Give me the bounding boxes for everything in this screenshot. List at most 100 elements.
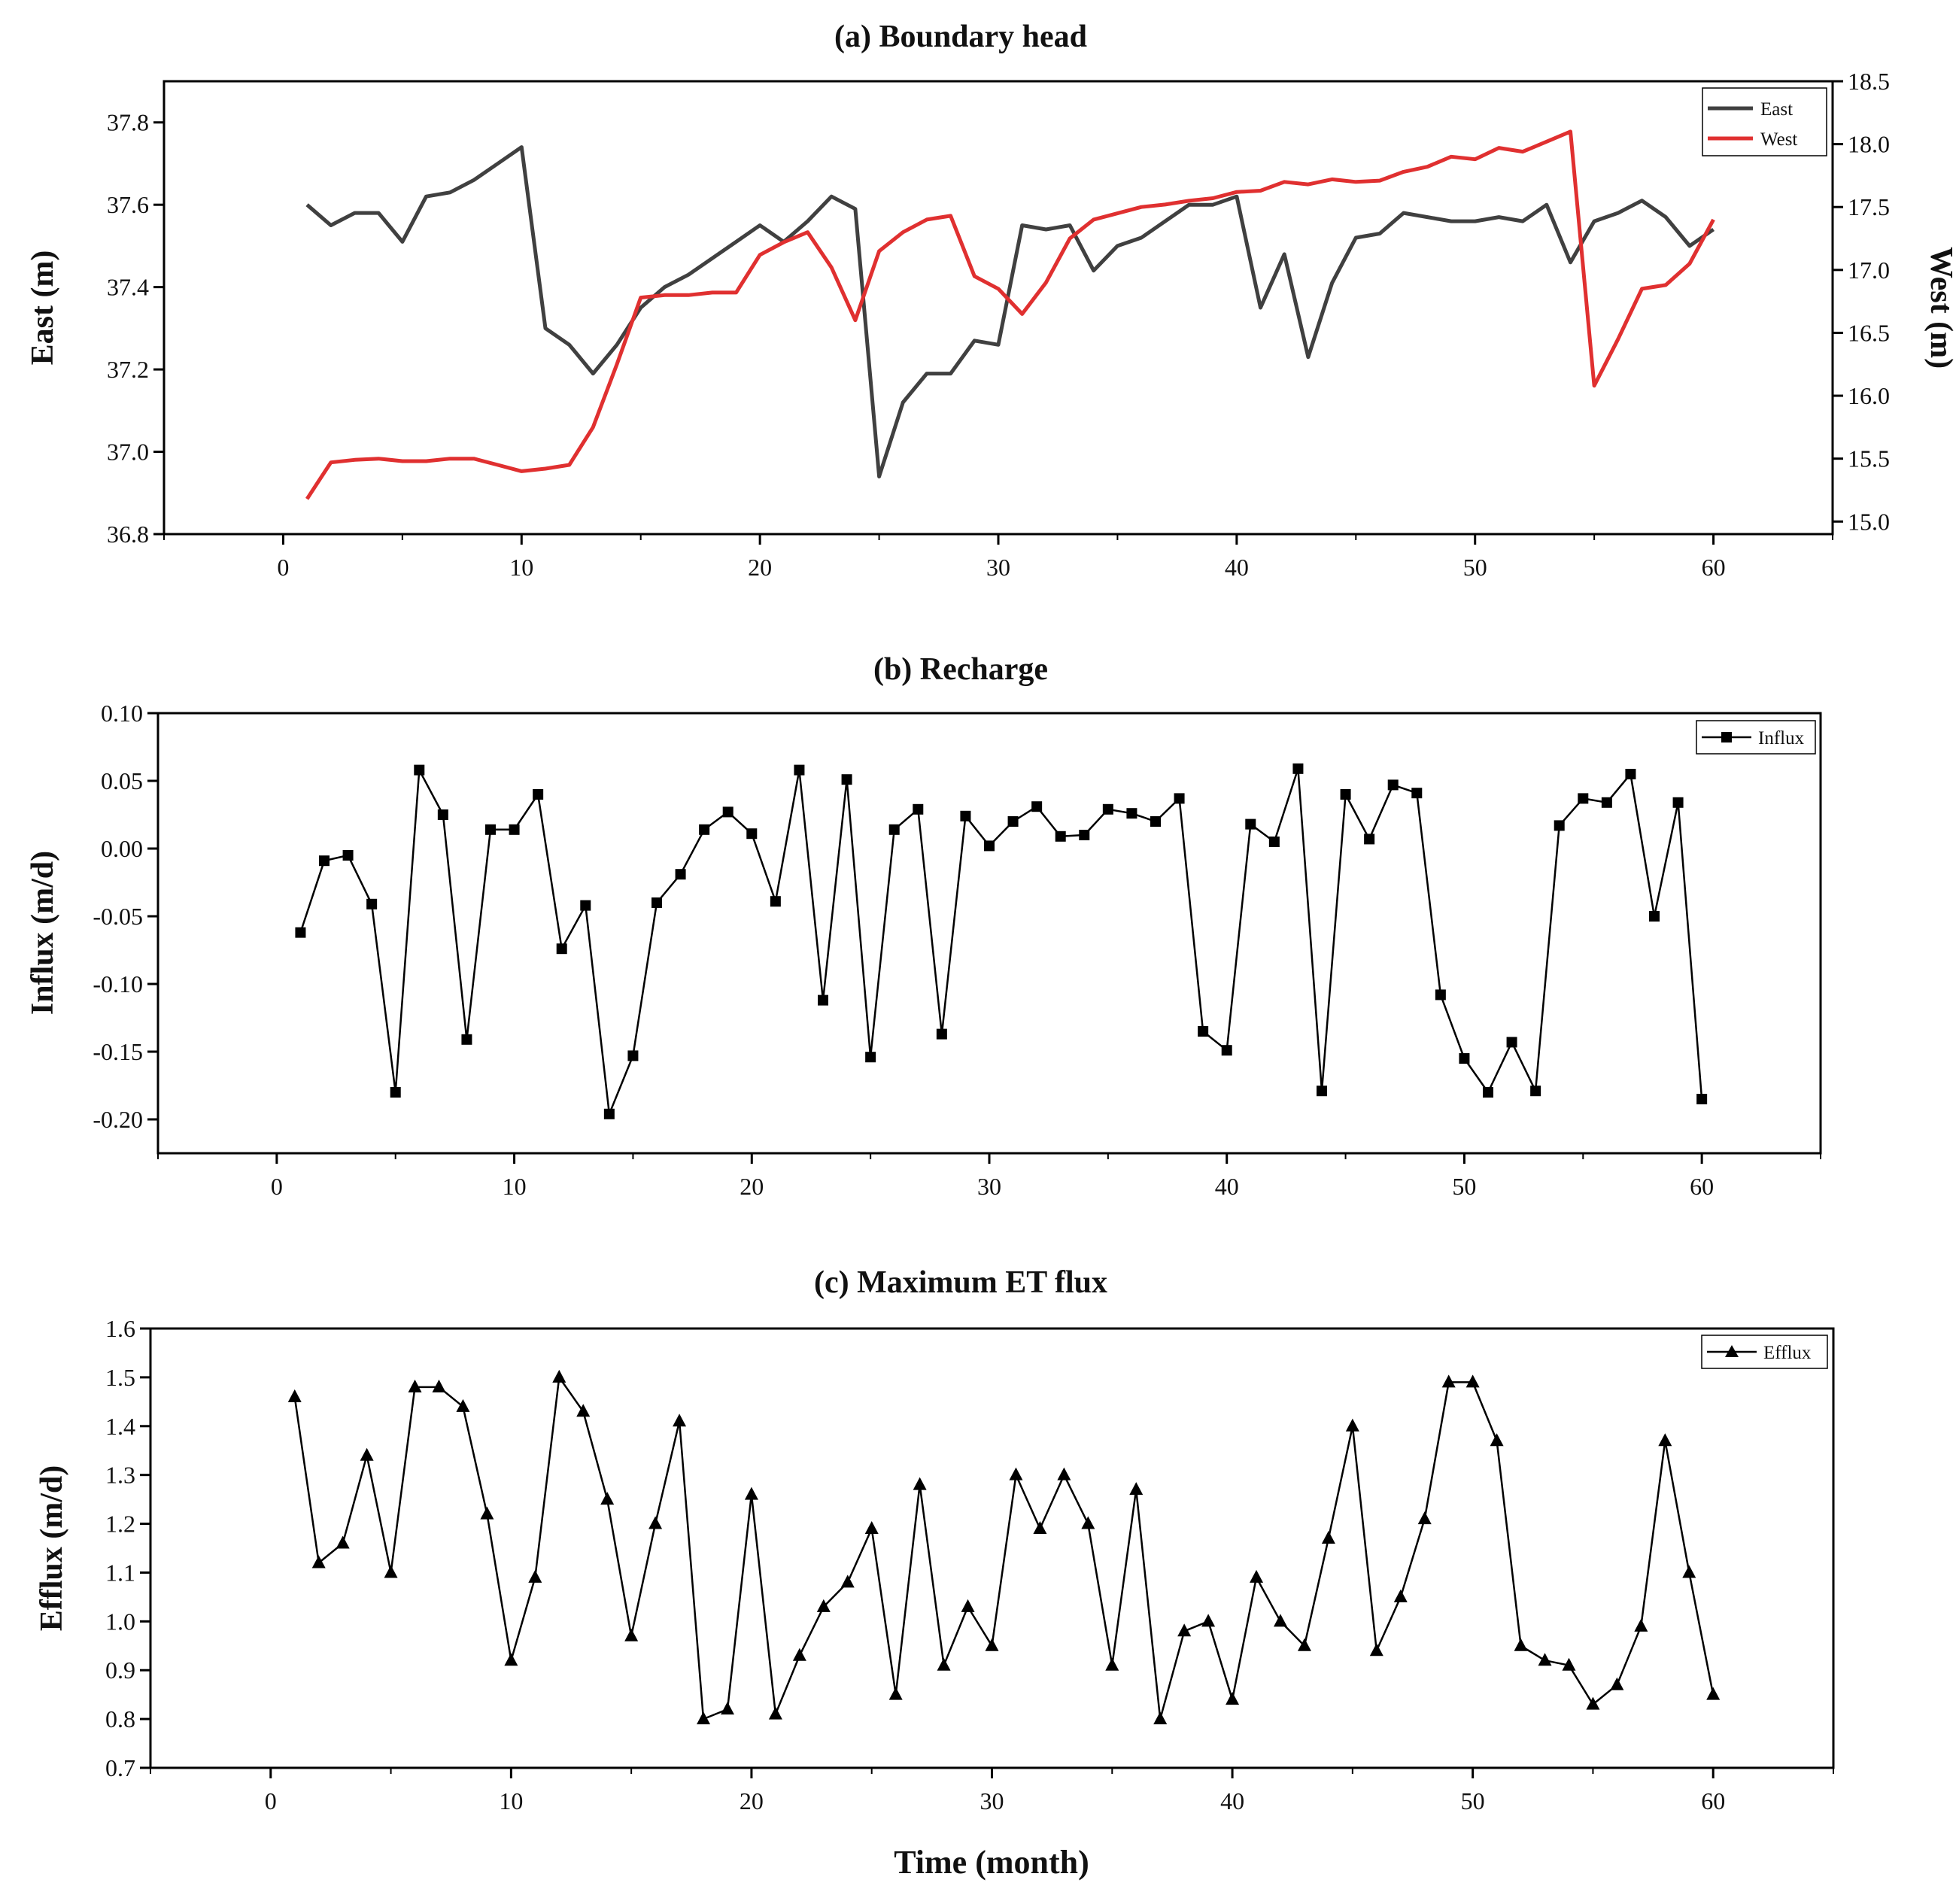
x-axis-label: Time (month) <box>894 1844 1089 1881</box>
y-tick-label: 1.2 <box>105 1511 135 1538</box>
x-axis: 0 10 20 30 40 50 60 <box>150 1768 1834 1814</box>
data-point <box>648 1516 663 1529</box>
x-axis: 0 10 20 30 40 50 60 <box>157 1153 1821 1200</box>
data-point <box>1387 779 1399 791</box>
data-point <box>770 896 781 907</box>
legend-label-influx: Influx <box>1758 728 1805 749</box>
data-point <box>384 1565 398 1578</box>
y-tick-label: -0.20 <box>93 1106 143 1133</box>
data-point <box>1102 803 1113 815</box>
data-point <box>1530 1086 1541 1097</box>
data-point <box>1317 1086 1327 1097</box>
x-tick-label: 30 <box>980 1787 1004 1814</box>
data-point <box>794 764 805 776</box>
data-point <box>311 1555 326 1568</box>
data-point <box>1490 1433 1504 1447</box>
data-point <box>1562 1657 1576 1671</box>
y-tick-label: 1.4 <box>105 1413 135 1440</box>
data-point <box>699 824 710 835</box>
x-tick-label: 60 <box>1702 554 1726 581</box>
data-point <box>627 1050 639 1061</box>
y-tick-label: 0.7 <box>105 1754 135 1781</box>
y-tick-label-right: 16.0 <box>1848 382 1890 409</box>
y-tick-label: -0.10 <box>93 970 143 998</box>
y-tick-label-right: 18.0 <box>1848 131 1890 158</box>
data-point <box>360 1447 374 1461</box>
panel-maximum-et-flux: (c) Maximum ET flux 0 10 20 30 40 50 60 0.7 0.8… <box>35 1265 1835 1881</box>
data-point <box>576 1404 591 1417</box>
data-point <box>651 897 662 908</box>
data-point <box>697 1711 711 1725</box>
x-tick-label: 30 <box>977 1173 1001 1200</box>
data-point <box>528 1569 542 1583</box>
x-tick-label: 40 <box>1220 1787 1244 1814</box>
data-point <box>319 855 330 867</box>
data-point <box>961 1599 975 1612</box>
data-point <box>1554 820 1565 831</box>
data-point <box>1201 1614 1216 1627</box>
y-axis-left: 0.7 0.8 0.9 1.0 1.1 1.2 1.3 1.4 1.5 1.6 <box>105 1315 150 1781</box>
data-point <box>960 810 971 821</box>
y-tick-label: 1.1 <box>105 1559 135 1586</box>
data-point <box>1174 793 1185 804</box>
data-point <box>1150 816 1161 827</box>
x-tick-label: 20 <box>740 1787 764 1814</box>
data-point <box>509 824 520 835</box>
data-point <box>437 809 448 820</box>
data-point <box>792 1647 806 1661</box>
data-point <box>816 1599 831 1612</box>
data-point <box>888 1687 903 1700</box>
data-point <box>1514 1638 1528 1651</box>
data-point <box>1706 1687 1721 1700</box>
series-line-west <box>305 129 1715 500</box>
data-point <box>840 1575 855 1588</box>
data-point <box>864 1521 879 1535</box>
data-point <box>1578 793 1589 804</box>
data-point <box>533 789 544 800</box>
chart-title: (b) Recharge <box>873 652 1048 687</box>
x-tick-label: 10 <box>503 1173 527 1200</box>
data-point <box>1321 1531 1335 1544</box>
data-point <box>485 824 496 835</box>
data-point <box>1177 1623 1192 1637</box>
data-point <box>1105 1657 1119 1671</box>
x-tick-label: 40 <box>1215 1173 1239 1200</box>
y-tick-label: 37.6 <box>107 191 149 218</box>
y-tick-label: -0.05 <box>93 903 143 930</box>
data-point <box>1129 1482 1144 1496</box>
data-point <box>336 1535 350 1549</box>
data-point <box>722 806 734 818</box>
data-point <box>1340 789 1351 800</box>
series-layer <box>295 763 1708 1119</box>
data-point <box>1055 831 1066 842</box>
y-tick-label-right: 17.5 <box>1848 193 1890 220</box>
y-axis-label: East (m) <box>26 251 60 366</box>
data-point <box>456 1398 470 1412</box>
series-layer <box>305 129 1715 500</box>
data-point <box>937 1657 951 1671</box>
data-point <box>461 1034 472 1045</box>
y-tick-label-right: 15.0 <box>1848 508 1890 535</box>
data-point <box>1417 1511 1432 1525</box>
chart-title: (a) Boundary head <box>834 20 1087 54</box>
y-axis-label-right: West (m) <box>1924 247 1956 369</box>
data-point <box>1081 1516 1095 1529</box>
x-tick-label: 0 <box>277 554 289 581</box>
data-point <box>414 764 425 776</box>
data-point <box>1696 1094 1708 1104</box>
y-tick-label: 36.8 <box>107 521 149 548</box>
data-point <box>746 828 758 840</box>
x-tick-label: 60 <box>1690 1173 1714 1200</box>
data-point <box>287 1389 302 1402</box>
data-point <box>600 1492 615 1505</box>
x-tick-label: 10 <box>499 1787 523 1814</box>
data-point <box>913 1477 927 1490</box>
data-point <box>1031 801 1043 812</box>
data-point <box>1245 818 1256 830</box>
data-point <box>556 943 567 955</box>
data-point <box>390 1087 401 1098</box>
x-axis: 0 10 20 30 40 50 60 <box>163 534 1833 581</box>
data-point <box>295 927 306 938</box>
data-point <box>1226 1692 1240 1705</box>
